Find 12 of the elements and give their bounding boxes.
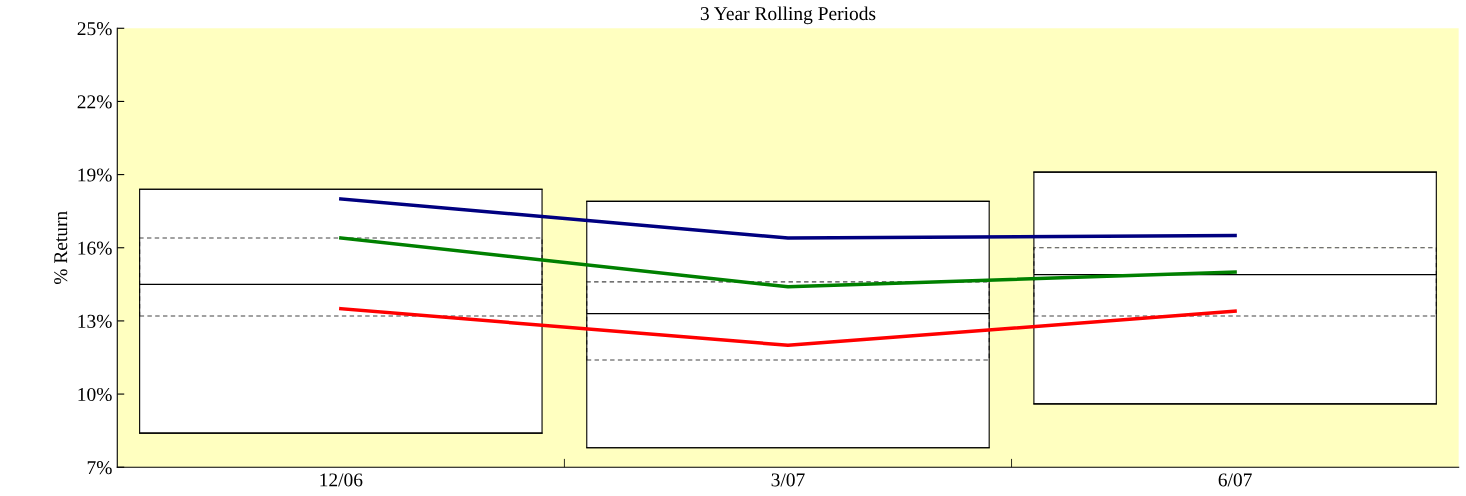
y-tick-label: 10% xyxy=(78,387,112,402)
y-tick-label: 13% xyxy=(78,314,112,328)
y-axis-title: % Return xyxy=(54,211,68,285)
y-tick-label: 19% xyxy=(78,168,112,182)
y-tick-label: 16% xyxy=(78,241,112,255)
x-tick-label: 3/07 xyxy=(771,473,805,487)
x-tick-label: 6/07 xyxy=(1218,473,1252,487)
chart-title: 3 Year Rolling Periods xyxy=(700,6,876,25)
y-tick-label: 25% xyxy=(77,22,112,36)
x-tick-label: 12/06 xyxy=(320,473,363,487)
y-tick-label: 7% xyxy=(87,461,112,475)
y-tick-label: 22% xyxy=(77,95,112,109)
